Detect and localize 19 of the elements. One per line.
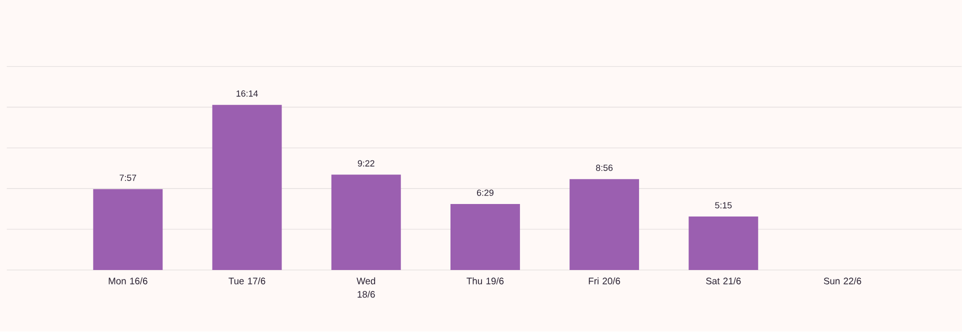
bar	[331, 174, 401, 270]
data-label: 5:15	[715, 202, 732, 209]
x-tick-label: Sat 21/6	[706, 278, 741, 285]
data-label: 16:14	[236, 90, 258, 97]
bar	[570, 179, 640, 270]
x-tick-label: Tue 17/6	[228, 278, 266, 285]
x-tick-label: Thu 19/6	[466, 278, 504, 285]
bar	[450, 204, 520, 270]
data-label: 7:57	[120, 174, 136, 182]
data-label: 6:29	[477, 190, 494, 196]
data-label: 9:22	[358, 160, 374, 167]
x-tick-label: Wed 18/6	[356, 278, 376, 298]
x-tick-label: Fri 20/6	[588, 278, 620, 285]
x-tick-label: Sun 22/6	[824, 278, 862, 285]
data-label: 8:56	[596, 164, 613, 172]
bar	[212, 105, 282, 270]
x-tick-label: Mon 16/6	[108, 278, 148, 285]
bar	[688, 216, 758, 270]
bar	[93, 189, 163, 270]
